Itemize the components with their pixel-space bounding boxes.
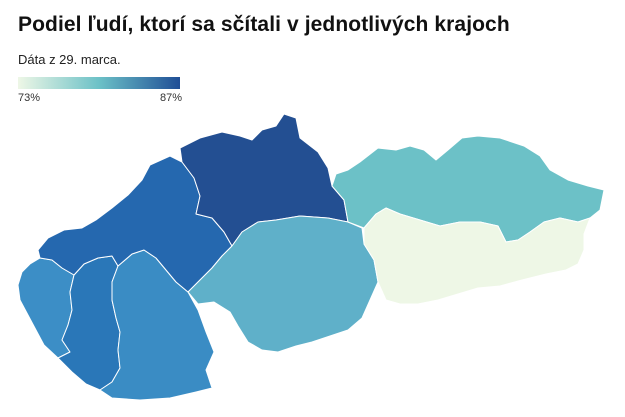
map-title: Podiel ľudí, ktorí sa sčítali v jednotli… <box>18 13 510 36</box>
legend-min-label: 73% <box>18 92 41 104</box>
legend-max-label: 87% <box>160 92 183 104</box>
region-kosicky[interactable] <box>363 207 591 305</box>
legend-color-scale <box>18 77 180 89</box>
map-subtitle: Dáta z 29. marca. <box>18 52 121 67</box>
region-banskobystricky[interactable] <box>187 215 379 353</box>
